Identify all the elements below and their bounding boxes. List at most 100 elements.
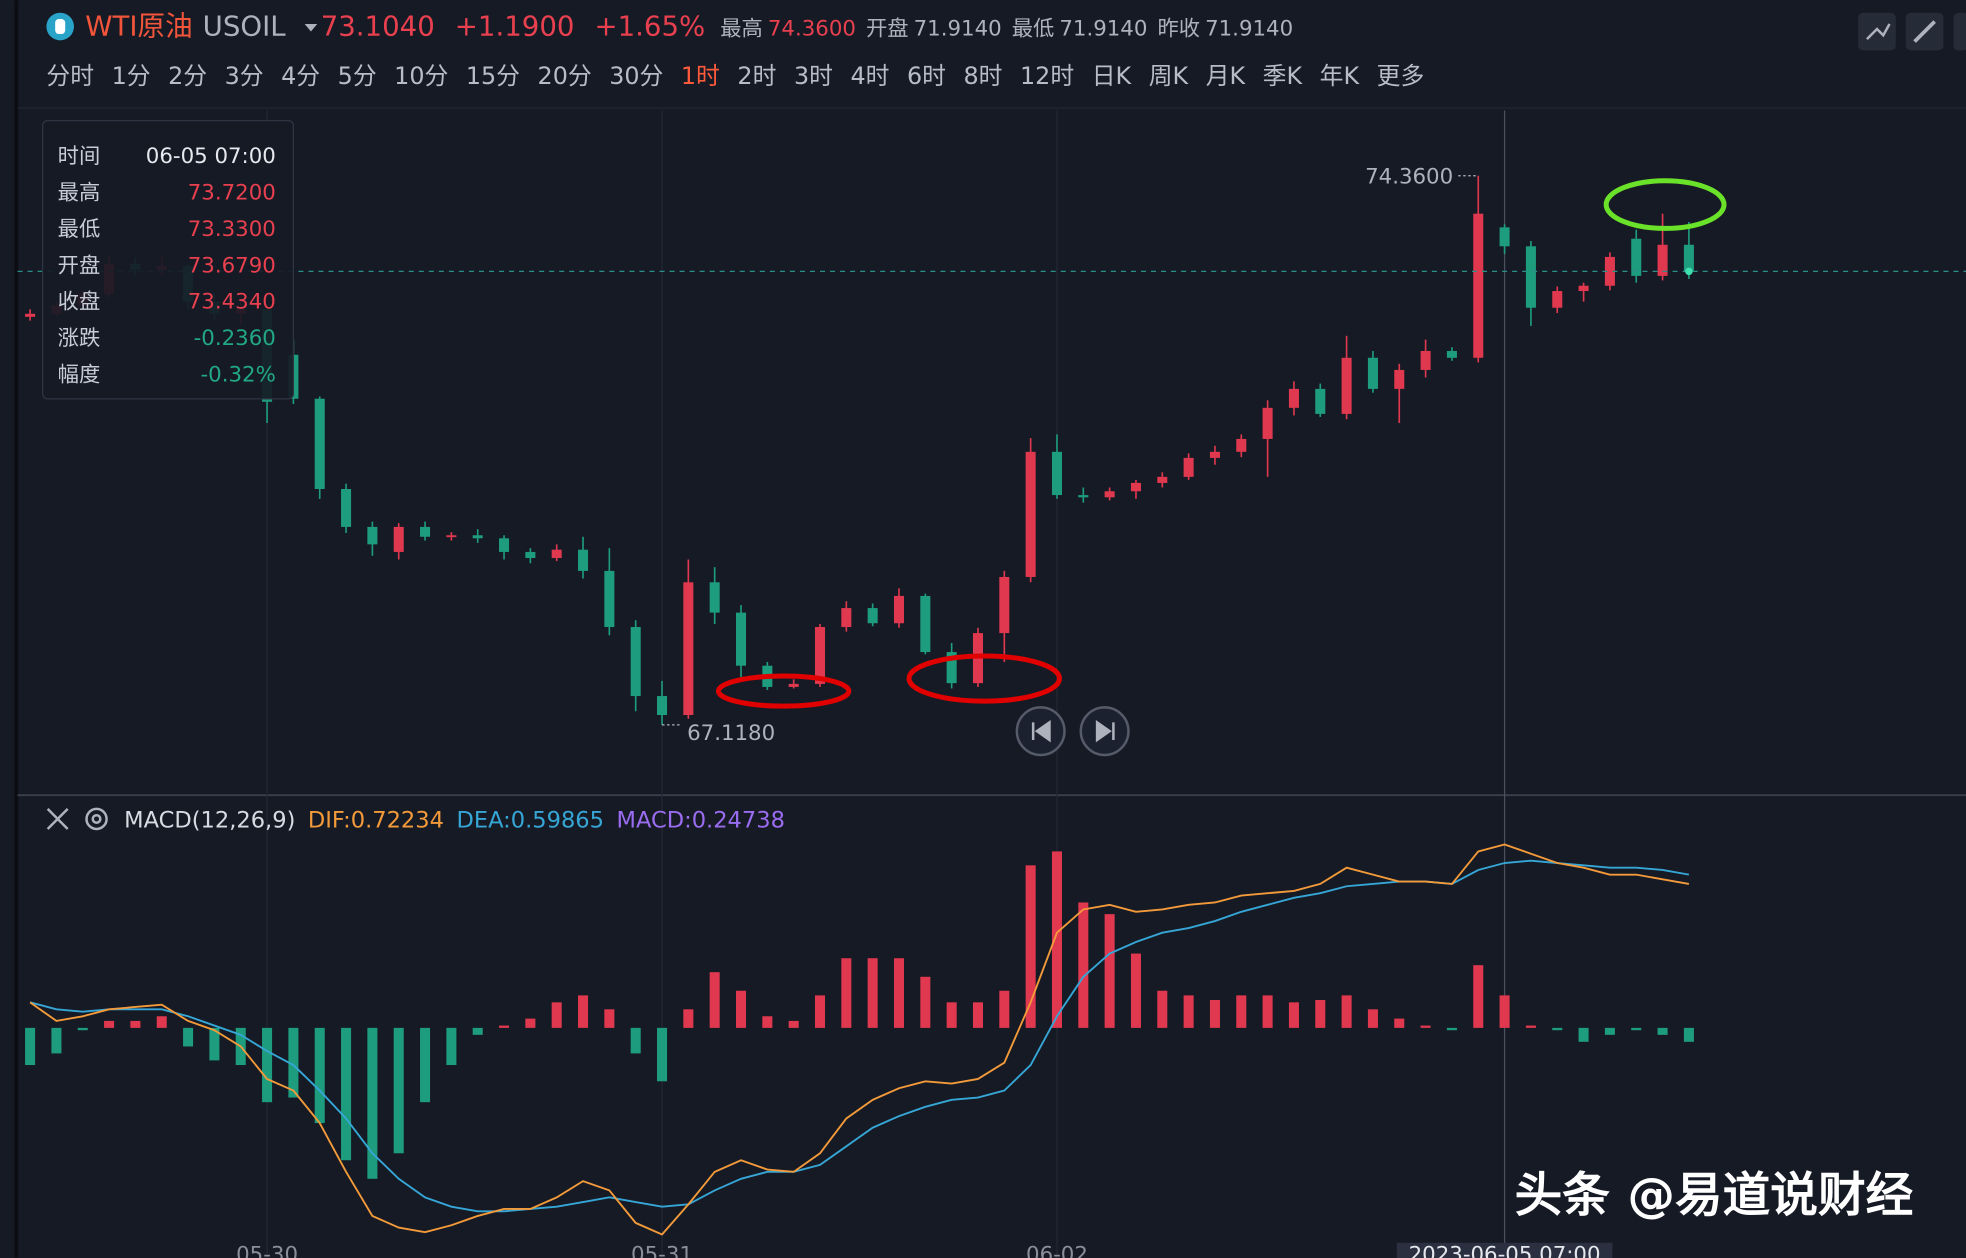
macd-bar [630, 1027, 641, 1054]
macd-pane: 05-30 05-31 06-02 2023-06-05 07:00 [25, 843, 1694, 1258]
stat-label: 开盘 [866, 16, 909, 41]
settings-icon-core [91, 813, 102, 824]
tooltip-label: 幅度 [58, 362, 101, 387]
x-tick-label: 05-31 [631, 1243, 693, 1258]
candle-body [25, 313, 36, 317]
interval-button[interactable]: 15分 [466, 62, 520, 90]
candle-body [393, 526, 404, 552]
macd-bar [1341, 995, 1352, 1028]
interval-button[interactable]: 年K [1320, 62, 1361, 90]
last-price: 73.1040 [321, 9, 435, 42]
tooltip-value: 73.3300 [188, 217, 276, 242]
candle-body [604, 570, 615, 628]
macd-bar [1130, 953, 1141, 1028]
candle-body [841, 608, 852, 628]
candle-body [1341, 357, 1352, 414]
macd-bar [51, 1027, 62, 1054]
interval-button[interactable]: 日K [1092, 62, 1133, 90]
indicator-button[interactable] [1858, 12, 1896, 51]
macd-bar [1262, 995, 1273, 1028]
candle-body [1499, 227, 1510, 247]
candle-body [630, 627, 641, 697]
macd-bar [25, 1027, 36, 1066]
tooltip-label: 开盘 [58, 253, 101, 278]
macd-bar [472, 1027, 483, 1035]
interval-button[interactable]: 1分 [112, 62, 151, 90]
candle-body [472, 535, 483, 539]
interval-button[interactable]: 4分 [281, 62, 320, 90]
tooltip-value: -0.2360 [194, 326, 276, 351]
more-button[interactable] [1953, 12, 1966, 51]
stat-value: 71.9140 [1059, 16, 1147, 41]
macd-bar [551, 1002, 562, 1028]
candle-body [893, 595, 905, 624]
last-price-dot [1685, 267, 1693, 276]
legend-entry: DIF:0.72234 [308, 808, 444, 834]
macd-bar [183, 1027, 194, 1047]
macd-bar [1025, 865, 1036, 1028]
price-change: +1.1900 [455, 9, 575, 42]
stat-label: 最高 [720, 16, 763, 41]
macd-bar [1473, 965, 1484, 1028]
candle-body [1604, 256, 1615, 286]
top-right-tools [1858, 12, 1966, 51]
macd-bar [367, 1027, 378, 1179]
candle-body [525, 551, 536, 559]
interval-button[interactable]: 周K [1149, 62, 1190, 90]
macd-bar [1657, 1027, 1668, 1035]
macd-bar [1552, 1027, 1563, 1031]
interval-button[interactable]: 4时 [850, 62, 889, 90]
interval-button[interactable]: 8时 [964, 62, 1003, 90]
legend-entry: DEA:0.59865 [457, 808, 604, 834]
candle-body [1025, 451, 1036, 577]
interval-button[interactable]: 分时 [46, 62, 94, 90]
x-tick-label: 06-02 [1026, 1243, 1088, 1258]
candle-body [1367, 357, 1378, 389]
macd-bar [1604, 1027, 1615, 1035]
macd-bar [657, 1027, 668, 1082]
macd-bar [999, 990, 1010, 1028]
interval-button[interactable]: 1时 [681, 62, 720, 90]
candle-body [1657, 244, 1668, 276]
candle-body [1631, 238, 1642, 276]
interval-button[interactable]: 20分 [538, 62, 592, 90]
candle-body [1420, 350, 1431, 370]
symbol-dropdown-caret[interactable] [304, 24, 318, 32]
macd-bar [814, 995, 826, 1028]
tooltip-value: 73.7200 [188, 181, 276, 206]
macd-legend: MACD(12,26,9) DIF:0.72234 DEA:0.59865 MACD:… [124, 808, 785, 834]
interval-button[interactable]: 6时 [907, 62, 946, 90]
close-icon[interactable] [46, 808, 69, 830]
interval-button[interactable]: 30分 [609, 62, 663, 90]
interval-button[interactable]: 12时 [1020, 62, 1074, 90]
candle-body [814, 627, 826, 684]
interval-button[interactable]: 10分 [394, 62, 448, 90]
macd-bar [314, 1027, 325, 1124]
macd-bar [893, 958, 905, 1028]
candle-body [1209, 451, 1220, 458]
interval-button[interactable]: 3时 [794, 62, 833, 90]
interval-button[interactable]: 更多 [1377, 62, 1425, 90]
symbol-logo-mark [55, 19, 66, 35]
max-label: 74.3600 [1365, 164, 1453, 189]
symbol-name: WTI原油 [85, 9, 192, 42]
macd-bar [920, 976, 931, 1028]
tooltip-label: 最低 [58, 217, 101, 242]
macd-bar [946, 1002, 957, 1028]
interval-button[interactable]: 3分 [225, 62, 264, 90]
macd-bar [1446, 1027, 1457, 1031]
macd-bar [156, 1016, 167, 1028]
interval-button[interactable]: 季K [1263, 62, 1304, 90]
interval-button[interactable]: 2时 [737, 62, 776, 90]
watermark: 头条 @易道说财经 [1515, 1168, 1914, 1223]
interval-button[interactable]: 5分 [338, 62, 377, 90]
macd-bar [288, 1027, 299, 1098]
settings-icon[interactable] [85, 807, 108, 831]
candle-body [1473, 213, 1484, 358]
symbol-code: USOIL [203, 9, 287, 42]
macd-bar [1315, 1000, 1326, 1028]
macd-bar [735, 990, 747, 1028]
interval-button[interactable]: 2分 [168, 62, 207, 90]
interval-button[interactable]: 月K [1206, 62, 1247, 90]
candle-body [1104, 491, 1115, 498]
